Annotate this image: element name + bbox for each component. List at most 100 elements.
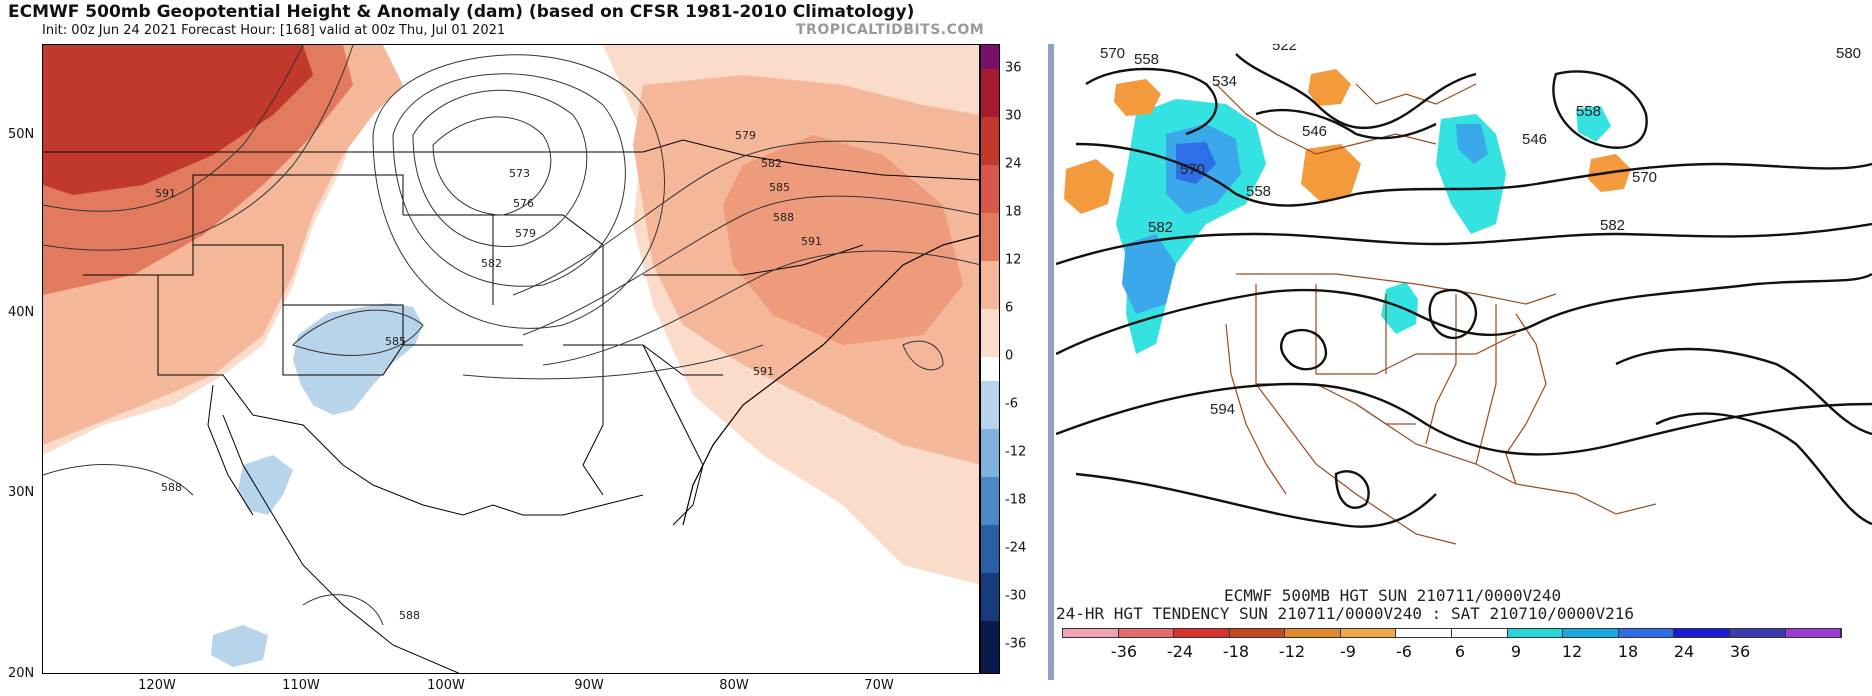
- height-contours: [43, 45, 979, 626]
- lat-label-50n: 50N: [8, 127, 35, 142]
- contour-label: 594: [1210, 401, 1235, 418]
- colorbar-cell: [1285, 629, 1341, 637]
- colorbar-label: -12: [1278, 642, 1306, 661]
- contour-label: 579: [515, 227, 536, 240]
- contour-label: 558: [1246, 183, 1271, 200]
- colorbar-cell: [1785, 629, 1842, 637]
- colorbar-cell: [1063, 629, 1119, 637]
- colorbar-cell: [1118, 629, 1175, 637]
- negative-tendency-areas: [1116, 99, 1611, 354]
- colorbar-cell: [981, 261, 999, 309]
- contour-label: 582: [1148, 219, 1173, 236]
- colorbar-cell: [981, 69, 999, 117]
- right-map-canvas: 570 558 522 534 546 570 558 582 546 558 …: [1056, 44, 1872, 594]
- lon-label-70w: 70W: [864, 678, 894, 693]
- colorbar-label: -9: [1340, 642, 1356, 661]
- political-borders: [1215, 83, 1657, 545]
- contour-label: 591: [155, 187, 176, 200]
- contour-label: 582: [481, 257, 502, 270]
- colorbar-cell: [1229, 629, 1286, 637]
- right-contour-labels: 570 558 522 534 546 570 558 582 546 558 …: [1100, 44, 1861, 418]
- colorbar-cell: [981, 381, 999, 429]
- colorbar-cell: [981, 357, 999, 381]
- colorbar-label: 18: [1617, 642, 1639, 661]
- colorbar-label: 18: [1005, 204, 1022, 220]
- left-map-title: ECMWF 500mb Geopotential Height & Anomal…: [8, 2, 915, 22]
- colorbar-cell: [1174, 629, 1230, 637]
- colorbar-cell: [1452, 629, 1508, 637]
- contour-label: 576: [513, 197, 534, 210]
- lat-label-20n: 20N: [8, 666, 35, 681]
- colorbar-label: -6: [1005, 396, 1018, 412]
- colorbar-label: -30: [1005, 588, 1027, 604]
- left-map-svg: 591 573 576 579 582 579 582 585 588 591 …: [43, 45, 979, 673]
- contour-label: 522: [1272, 44, 1297, 54]
- colorbar-label: 0: [1005, 348, 1014, 364]
- lon-label-90w: 90W: [574, 678, 604, 693]
- contour-label: 570: [1632, 169, 1657, 186]
- colorbar-cell: [981, 429, 999, 477]
- colorbar-label: 36: [1729, 642, 1751, 661]
- colorbar-label: -6: [1396, 642, 1412, 661]
- right-map-label-line2: 24-HR HGT TENDENCY SUN 210711/0000V240 :…: [1056, 604, 1634, 623]
- colorbar-label: 24: [1005, 156, 1022, 172]
- lat-label-40n: 40N: [8, 305, 35, 320]
- contour-label: 588: [161, 481, 182, 494]
- right-map-label-line1: ECMWF 500MB HGT SUN 210711/0000V240: [1224, 586, 1562, 605]
- contour-label: 580: [1836, 45, 1861, 62]
- colorbar-cell: [1729, 629, 1786, 637]
- colorbar-cell: [1563, 629, 1619, 637]
- tendency-colorbar: [1062, 628, 1842, 638]
- contour-label: 570: [1100, 45, 1125, 62]
- lon-label-110w: 110W: [282, 678, 320, 693]
- colorbar-label: 36: [1005, 60, 1022, 76]
- height-contours: [1056, 53, 1872, 528]
- contour-label: 585: [385, 335, 406, 348]
- left-map-canvas: 591 573 576 579 582 579 582 585 588 591 …: [42, 44, 980, 674]
- contour-label: 582: [761, 157, 782, 170]
- colorbar-cell: [981, 213, 999, 261]
- colorbar-cell: [1674, 629, 1730, 637]
- colorbar-cell: [981, 45, 999, 69]
- colorbar-label: -24: [1166, 642, 1194, 661]
- colorbar-label: 24: [1673, 642, 1695, 661]
- contour-label: 534: [1212, 73, 1237, 90]
- contour-label: 591: [801, 235, 822, 248]
- anomaly-fill-mid-east: [723, 135, 963, 345]
- contour-label: 546: [1302, 123, 1327, 140]
- east-coastline: [682, 234, 979, 526]
- colorbar-label: 6: [1005, 300, 1014, 316]
- contour-label: 588: [399, 609, 420, 622]
- colorbar-cell: [981, 477, 999, 525]
- contour-label: 585: [769, 181, 790, 194]
- contour-labels: 591 573 576 579 582 579 582 585 588 591 …: [155, 129, 822, 622]
- lon-label-80w: 80W: [719, 678, 749, 693]
- contour-label: 558: [1576, 103, 1601, 120]
- colorbar-label: 6: [1454, 642, 1466, 661]
- lat-label-30n: 30N: [8, 485, 35, 500]
- colorbar-label: -36: [1005, 636, 1027, 652]
- anomaly-fill-cool-west: [293, 303, 423, 415]
- colorbar-cell: [1340, 629, 1397, 637]
- contour-label: 546: [1522, 131, 1547, 148]
- colorbar-cell: [981, 309, 999, 357]
- left-panel: ECMWF 500mb Geopotential Height & Anomal…: [8, 2, 1026, 693]
- colorbar-cell: [1507, 629, 1564, 637]
- contour-label: 558: [1134, 51, 1159, 68]
- positive-tendency-areas: [1064, 69, 1631, 214]
- colorbar-label: -36: [1110, 642, 1138, 661]
- colorbar-label: 12: [1561, 642, 1583, 661]
- anomaly-fill-cool-baja: [238, 455, 293, 515]
- colorbar-cell: [981, 117, 999, 165]
- anomaly-fill-dark-west: [43, 45, 313, 195]
- lon-label-120w: 120W: [138, 678, 176, 693]
- colorbar-label: 12: [1005, 252, 1022, 268]
- colorbar-label: 9: [1510, 642, 1522, 661]
- left-map-subtitle: Init: 00z Jun 24 2021 Forecast Hour: [16…: [42, 23, 506, 38]
- colorbar-cell: [1618, 629, 1675, 637]
- colorbar-cell: [981, 573, 999, 621]
- anomaly-fill-cool-south: [211, 625, 268, 667]
- contour-label: 579: [735, 129, 756, 142]
- contour-label: 582: [1600, 217, 1625, 234]
- lon-label-100w: 100W: [427, 678, 465, 693]
